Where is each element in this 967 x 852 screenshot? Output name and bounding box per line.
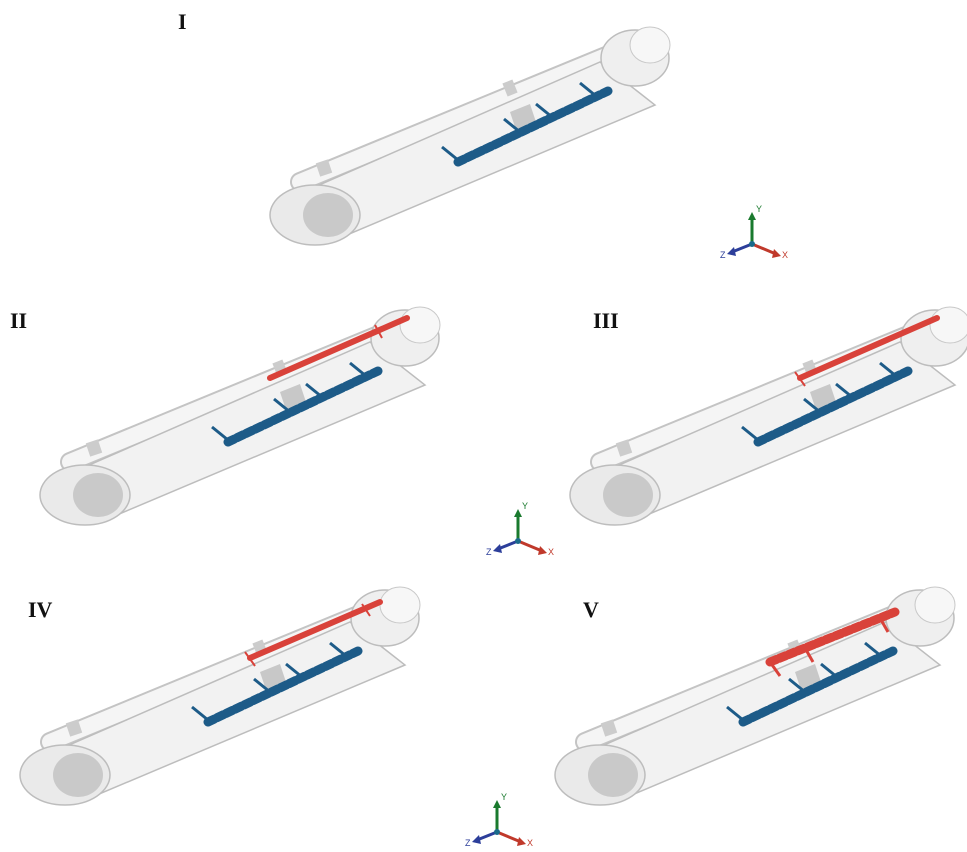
axis-x: X	[548, 547, 554, 557]
panel-5	[555, 587, 955, 805]
axis-y: Y	[522, 501, 528, 511]
axis-z: Z	[720, 250, 726, 260]
panel-2	[40, 307, 440, 525]
axis-triad: Y X Z	[486, 501, 554, 557]
axis-y: Y	[501, 792, 507, 802]
axis-triad: Y X Z	[465, 792, 533, 848]
panel-label: IV	[28, 597, 53, 622]
axis-triad: Y X Z	[720, 204, 788, 260]
panel-label: V	[583, 597, 599, 622]
axis-y: Y	[756, 204, 762, 214]
panel-3	[570, 307, 967, 525]
panel-label: II	[10, 308, 27, 333]
axis-z: Z	[486, 547, 492, 557]
panel-4	[20, 587, 420, 805]
figure: I II III IV V Y X Z Y X Z Y X Z	[0, 0, 967, 852]
panel-1	[270, 27, 670, 245]
panel-label: III	[593, 308, 619, 333]
axis-x: X	[527, 838, 533, 848]
axis-z: Z	[465, 838, 471, 848]
panel-label: I	[178, 9, 187, 34]
axis-x: X	[782, 250, 788, 260]
